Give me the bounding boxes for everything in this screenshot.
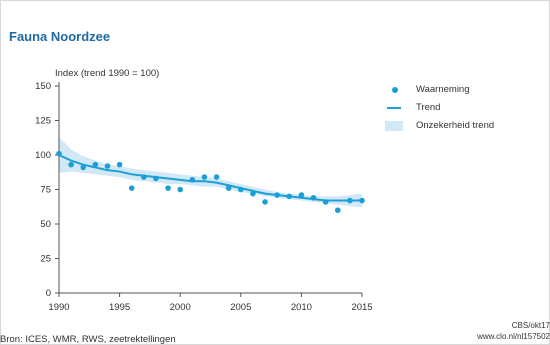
observation-point [250,190,256,197]
observation-point [68,161,74,168]
observation-point [80,164,87,171]
y-tick-label: 25 [40,254,51,265]
observation-point [165,185,171,191]
observation-point [262,199,268,205]
x-tick-label: 1995 [109,302,130,313]
legend-label-observation: Waarneming [416,84,470,95]
legend-item-observation: Waarneming [380,83,494,101]
uncertainty-band [59,137,362,208]
legend: Waarneming Trend Onzekerheid trend [380,83,494,137]
trend-line [58,154,362,202]
observation-point [153,175,159,182]
observation-point [92,161,99,168]
chart-title: Fauna Noordzee [9,29,111,44]
y-tick-label: 0 [46,288,51,299]
legend-item-uncertainty: Onzekerheid trend [380,119,494,137]
observation-point [141,174,147,180]
y-tick-label: 100 [35,150,51,161]
y-tick-label: 125 [35,116,51,127]
y-tick-label: 50 [40,219,51,230]
legend-label-uncertainty: Onzekerheid trend [416,120,495,131]
observation-point [213,174,220,180]
legend-item-trend: Trend [380,101,494,119]
observation-point [201,174,208,180]
x-tick-label: 2005 [230,302,251,313]
legend-band-marker [385,121,403,131]
observation-point [298,192,305,198]
observation-point [359,197,365,204]
credit-note: CBS/okt17 www.clo.nl/nl157502 [477,320,550,342]
source-note: Bron: ICES, WMR, RWS, zeetrektellingen [0,334,176,345]
y-tick-label: 150 [35,81,51,92]
legend-dot-marker [392,87,398,93]
legend-label-trend: Trend [416,102,441,113]
observation-point [116,161,123,168]
observation-point [322,199,329,205]
observation-point [225,185,232,191]
y-tick-label: 75 [40,185,51,196]
x-tick-label: 1990 [48,302,69,313]
observation-point [189,177,196,183]
y-axis-label: Index (trend 1990 = 100) [55,68,160,79]
observation-point [238,186,244,193]
observation-point [334,207,341,213]
credit-agency: CBS/okt17 [511,321,550,330]
legend-line-marker [387,107,401,109]
observation-point [104,163,111,169]
observation-point [347,197,353,204]
observation-point [128,185,135,191]
observation-point [177,186,183,193]
credit-url: www.clo.nl/nl157502 [477,332,550,341]
observation-point [56,150,62,157]
x-tick-label: 2000 [170,302,191,313]
x-tick-label: 2015 [351,302,372,313]
observation-point [286,193,293,200]
observation-point [310,194,317,201]
observation-point [274,192,280,198]
x-tick-label: 2010 [291,302,312,313]
